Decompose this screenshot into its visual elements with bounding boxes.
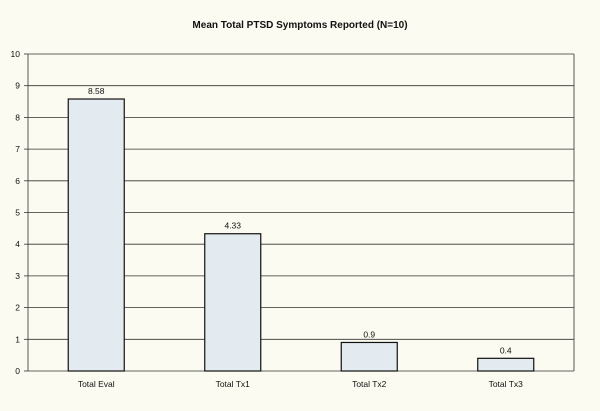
x-tick-label: Total Tx2 <box>352 379 387 389</box>
y-tick-label: 8 <box>15 112 20 122</box>
data-label: 0.4 <box>500 345 512 355</box>
y-tick-label: 4 <box>15 239 20 249</box>
x-tick-label: Total Eval <box>78 379 115 389</box>
chart-title: Mean Total PTSD Symptoms Reported (N=10) <box>192 20 407 31</box>
y-tick-label: 1 <box>15 334 20 344</box>
y-tick-label: 7 <box>15 144 20 154</box>
bar <box>477 357 535 372</box>
y-tick-label: 5 <box>15 208 20 218</box>
bar <box>340 341 398 372</box>
y-tick-label: 3 <box>15 271 20 281</box>
data-label: 8.58 <box>88 86 105 96</box>
bar <box>67 98 125 372</box>
bar <box>204 233 262 372</box>
y-tick-label: 10 <box>11 49 21 59</box>
y-tick-label: 2 <box>15 303 20 313</box>
y-tick-label: 9 <box>15 81 20 91</box>
x-tick-label: Total Tx3 <box>489 379 524 389</box>
data-label: 4.33 <box>224 221 241 231</box>
data-label: 0.9 <box>363 329 375 339</box>
y-tick-label: 6 <box>15 176 20 186</box>
y-tick-label: 0 <box>15 366 20 376</box>
x-tick-label: Total Tx1 <box>216 379 251 389</box>
